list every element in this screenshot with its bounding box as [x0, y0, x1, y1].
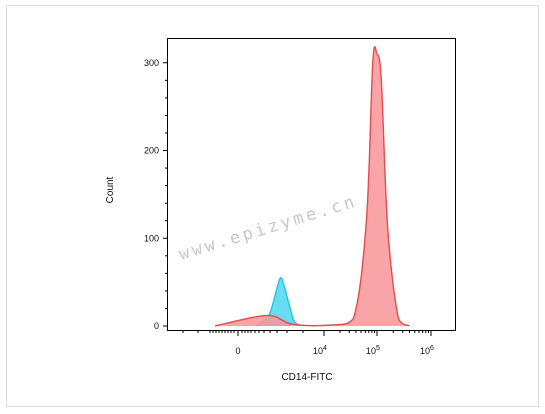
- y-tick-label: 0: [154, 321, 159, 331]
- x-axis-title: CD14-FITC: [281, 372, 332, 383]
- series-2-outline: [214, 46, 410, 327]
- x-tick-label: 104: [313, 345, 327, 356]
- plot-area: [167, 38, 456, 331]
- y-axis-ticks: 0 100 200 300: [144, 58, 167, 331]
- series-2-area: [215, 46, 410, 326]
- x-tick-label: 106: [420, 345, 434, 356]
- y-tick-label: 100: [144, 233, 159, 243]
- series-1-area: [256, 277, 301, 326]
- y-tick-label: 300: [144, 58, 159, 68]
- watermark: www.epizyme.cn: [177, 191, 360, 264]
- y-tick-label: 200: [144, 146, 159, 156]
- x-axis-ticks: 0 104 105 106: [182, 330, 434, 356]
- series-1-outline: [255, 277, 301, 327]
- histogram-chart: 0 100 200 300 0 104 105 106 Count CD14-FITC ww…: [105, 38, 456, 383]
- series-layer: [214, 46, 410, 327]
- x-tick-label: 0: [235, 346, 240, 356]
- x-tick-label: 105: [366, 345, 380, 356]
- y-axis-title: Count: [105, 176, 116, 203]
- chart-frame: 0 100 200 300 0 104 105 106 Count CD14-FITC ww…: [6, 5, 539, 407]
